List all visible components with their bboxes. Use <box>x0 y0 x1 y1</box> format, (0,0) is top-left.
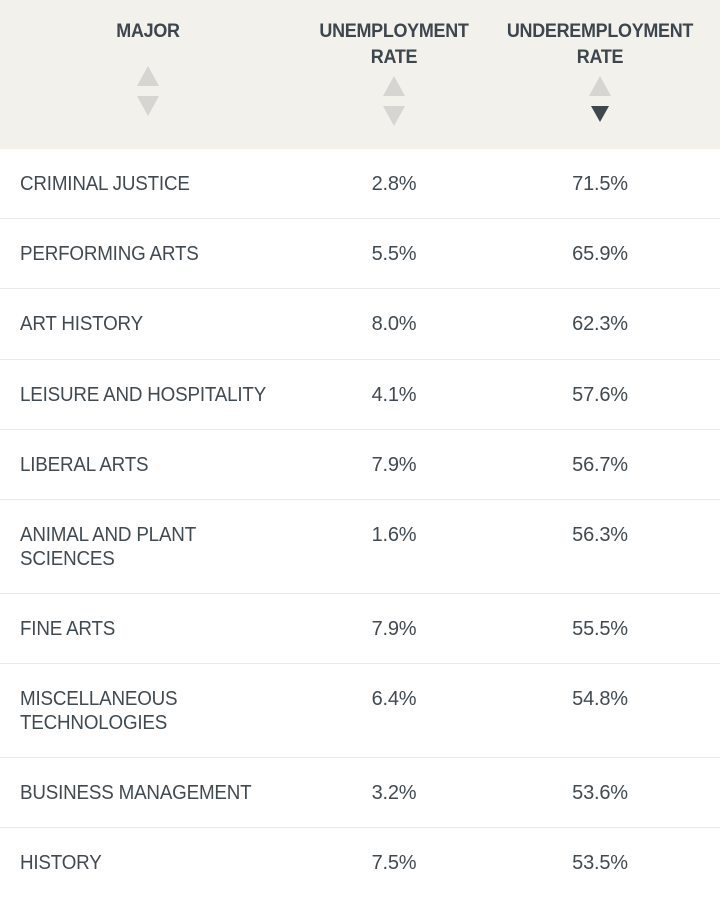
unemployment-rate-cell: 3.2% <box>371 782 417 804</box>
unemployment-rate-cell: 7.5% <box>371 852 417 874</box>
major-cell: BUSINESS MANAGEMENT <box>20 782 252 804</box>
major-cell: ART HISTORY <box>20 313 143 335</box>
underemployment-rate-cell: 53.6% <box>572 782 628 804</box>
underemployment-rate-cell: 62.3% <box>572 313 628 335</box>
column-header-label: UNDEREMPLOYMENT RATE <box>506 20 694 68</box>
major-cell: MISCELLANEOUS TECHNOLOGIES <box>20 688 178 734</box>
major-cell: HISTORY <box>20 852 102 874</box>
sort-descending-icon[interactable] <box>383 106 405 126</box>
table-row: ANIMAL AND PLANT SCIENCES 1.6% 56.3% <box>0 500 720 594</box>
table-row: MISCELLANEOUS TECHNOLOGIES 6.4% 54.8% <box>0 664 720 758</box>
unemployment-rate-cell: 4.1% <box>371 384 417 406</box>
unemployment-rate-cell: 5.5% <box>371 243 417 265</box>
column-header-underemployment-rate[interactable]: UNDEREMPLOYMENT RATE <box>498 18 702 122</box>
column-header-label: MAJOR <box>116 20 180 42</box>
major-cell: LEISURE AND HOSPITALITY <box>20 384 267 406</box>
table-row: LEISURE AND HOSPITALITY 4.1% 57.6% <box>0 360 720 430</box>
table-header: MAJOR UNEMPLOYMENT RATE UNDEREMPLOYMENT … <box>0 0 720 149</box>
sort-ascending-icon[interactable] <box>589 76 611 96</box>
table-body: CRIMINAL JUSTICE 2.8% 71.5% PERFORMING A… <box>0 149 720 898</box>
unemployment-rate-cell: 7.9% <box>371 618 417 640</box>
underemployment-rate-cell: 56.7% <box>572 454 628 476</box>
sort-control-unemployment-rate[interactable] <box>382 76 406 126</box>
sort-ascending-icon[interactable] <box>383 76 405 96</box>
major-cell: CRIMINAL JUSTICE <box>20 173 190 195</box>
table-row: HISTORY 7.5% 53.5% <box>0 828 720 898</box>
table-row: LIBERAL ARTS 7.9% 56.7% <box>0 430 720 500</box>
sort-ascending-icon[interactable] <box>137 66 159 86</box>
underemployment-rate-cell: 55.5% <box>572 618 628 640</box>
underemployment-rate-cell: 71.5% <box>572 173 628 195</box>
unemployment-rate-cell: 2.8% <box>371 173 417 195</box>
sort-descending-active-icon[interactable] <box>591 106 609 122</box>
unemployment-rate-cell: 6.4% <box>371 688 417 710</box>
column-header-label: UNEMPLOYMENT RATE <box>319 20 469 68</box>
major-cell: FINE ARTS <box>20 618 116 640</box>
unemployment-rate-cell: 7.9% <box>371 454 417 476</box>
underemployment-rate-cell: 54.8% <box>572 688 628 710</box>
table-row: FINE ARTS 7.9% 55.5% <box>0 594 720 664</box>
table-row: CRIMINAL JUSTICE 2.8% 71.5% <box>0 149 720 219</box>
sort-control-major[interactable] <box>136 66 160 116</box>
column-header-major[interactable]: MAJOR <box>98 18 198 116</box>
table-row: PERFORMING ARTS 5.5% 65.9% <box>0 219 720 289</box>
sort-descending-icon[interactable] <box>137 96 159 116</box>
underemployment-rate-cell: 65.9% <box>572 243 628 265</box>
unemployment-rate-cell: 8.0% <box>371 313 417 335</box>
table-row: BUSINESS MANAGEMENT 3.2% 53.6% <box>0 758 720 828</box>
sort-control-underemployment-rate[interactable] <box>588 76 612 122</box>
column-header-unemployment-rate[interactable]: UNEMPLOYMENT RATE <box>306 18 482 126</box>
major-cell: ANIMAL AND PLANT SCIENCES <box>20 524 196 570</box>
unemployment-rate-cell: 1.6% <box>371 524 417 546</box>
underemployment-rate-cell: 53.5% <box>572 852 628 874</box>
major-cell: PERFORMING ARTS <box>20 243 199 265</box>
underemployment-rate-cell: 56.3% <box>572 524 628 546</box>
major-cell: LIBERAL ARTS <box>20 454 149 476</box>
table-row: ART HISTORY 8.0% 62.3% <box>0 289 720 360</box>
underemployment-rate-cell: 57.6% <box>572 384 628 406</box>
